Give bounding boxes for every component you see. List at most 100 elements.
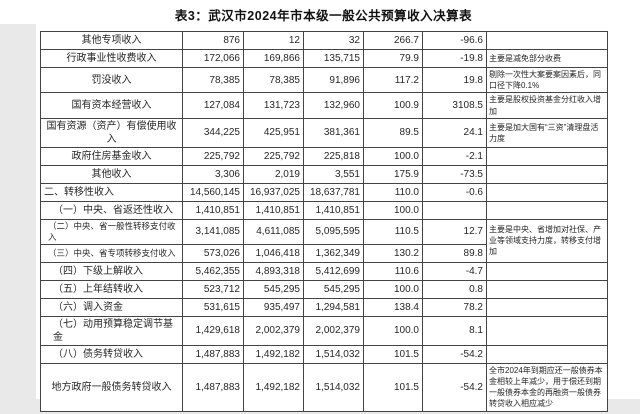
note-cell (486, 164, 608, 184)
row-label: 行政事业性收费收入 (40, 49, 183, 68)
row-label: 其他专项收入 (40, 31, 183, 50)
value-cell: 381,361 (303, 117, 364, 148)
note-cell (486, 344, 608, 364)
percent-cell: 266.7 (363, 31, 423, 50)
change-cell: -54.2 (422, 362, 487, 412)
row-label: 国有资本经营收入 (40, 92, 183, 119)
value-cell: 172,066 (182, 49, 244, 68)
value-cell: 4,611,085 (243, 218, 304, 245)
value-cell: 5,462,355 (182, 261, 244, 281)
change-cell: 19.8 (422, 66, 487, 94)
percent-cell: 110.0 (363, 182, 423, 202)
percent-cell: 117.2 (363, 66, 423, 94)
percent-cell: 101.5 (363, 344, 423, 364)
row-label: （一）中央、省返还性收入 (40, 200, 183, 220)
change-cell: 78.2 (422, 297, 487, 317)
row-label: （四）下级上解收入 (40, 261, 183, 281)
value-cell: 1,294,581 (303, 297, 364, 317)
value-cell: 14,560,145 (182, 182, 244, 202)
percent-cell: 100.0 (363, 279, 423, 299)
value-cell: 1,514,032 (303, 344, 364, 364)
value-cell: 12 (243, 31, 304, 50)
value-cell: 132,960 (303, 92, 364, 119)
value-cell: 2,002,379 (303, 315, 364, 346)
change-cell: -0.6 (422, 182, 487, 202)
value-cell: 1,492,182 (243, 344, 304, 364)
percent-cell: 100.0 (363, 200, 423, 220)
row-label: （五）上年结转收入 (40, 279, 183, 299)
value-cell: 5,412,699 (303, 261, 364, 281)
value-cell: 131,723 (243, 92, 304, 119)
percent-cell: 100.9 (363, 92, 423, 119)
table-row: 国有资源（资产）有偿使用收入 344,225 425,951 381,361 8… (40, 117, 608, 148)
row-label: 罚没收入 (40, 66, 183, 94)
value-cell: 935,497 (243, 297, 304, 317)
note-cell: 全市2024年到期应还一般债券本金相较上年减少，用于偿还到期一般债券本金的再融资… (486, 362, 608, 412)
value-cell: 2,019 (243, 164, 304, 184)
value-cell: 425,951 (243, 117, 304, 148)
value-cell: 2,002,379 (243, 315, 304, 346)
percent-cell: 100.0 (363, 146, 423, 166)
value-cell: 225,818 (303, 146, 364, 166)
row-label: 二、转移性收入 (40, 182, 183, 202)
change-cell: 3108.5 (422, 92, 487, 119)
row-label: （六）调入资金 (40, 297, 183, 317)
percent-cell: 100.0 (363, 315, 423, 346)
value-cell: 78,385 (182, 66, 244, 94)
row-label: （七）动用预算稳定调节基金 (40, 315, 183, 346)
change-cell: 24.1 (422, 117, 487, 148)
note-cell (486, 315, 608, 346)
value-cell: 135,715 (303, 49, 364, 68)
change-cell: -19.8 (422, 49, 487, 68)
value-cell: 545,295 (303, 279, 364, 299)
change-cell: 8.1 (422, 315, 487, 346)
change-cell: 0.8 (422, 279, 487, 299)
table-row-section: 二、转移性收入 14,560,145 16,937,025 18,637,781… (40, 182, 608, 202)
percent-cell: 89.5 (363, 117, 423, 148)
value-cell: 1,487,883 (182, 344, 244, 364)
table-row: 行政事业性收费收入 172,066 169,866 135,715 79.9 -… (40, 49, 608, 68)
percent-cell: 138.4 (363, 297, 423, 317)
note-cell: 主要是减免部分收费 (486, 49, 608, 68)
change-cell: -73.5 (422, 164, 487, 184)
table-row: 其他收入 3,306 2,019 3,551 175.9 -73.5 (40, 164, 608, 184)
table-row: （四）下级上解收入 5,462,355 4,893,318 5,412,699 … (40, 261, 608, 281)
value-cell: 1,487,883 (182, 362, 244, 412)
table-title: 表3：武汉市2024年市本级一般公共预算收入决算表 (174, 9, 473, 23)
row-label: 地方政府一般债务转贷收入 (40, 362, 183, 412)
change-cell: 89.8 (422, 243, 487, 263)
value-cell: 225,792 (243, 146, 304, 166)
note-cell (486, 297, 608, 317)
row-label: （三）中央、省专项转移支付收入 (40, 243, 183, 263)
value-cell: 1,514,032 (303, 362, 364, 412)
percent-cell: 130.2 (363, 243, 423, 263)
value-cell: 169,866 (243, 49, 304, 68)
table-row: 国有资本经营收入 127,084 131,723 132,960 100.9 3… (40, 92, 608, 119)
value-cell: 1,410,851 (303, 200, 364, 220)
value-cell: 1,362,349 (303, 243, 364, 263)
value-cell: 225,792 (182, 146, 244, 166)
row-label: （二）中央、省一般性转移支付收入 (40, 218, 183, 245)
note-cell: 主要是股权投资基金分红收入增加 (486, 92, 608, 119)
table-row: （二）中央、省一般性转移支付收入 3,141,085 4,611,085 5,0… (40, 218, 608, 263)
table-row: 地方政府一般债务转贷收入 1,487,883 1,492,182 1,514,0… (40, 362, 608, 412)
value-cell: 573,026 (182, 243, 244, 263)
change-cell: -54.2 (422, 344, 487, 364)
change-cell: -2.1 (422, 146, 487, 166)
value-cell: 78,385 (243, 66, 304, 94)
percent-cell: 110.6 (363, 261, 423, 281)
value-cell: 531,615 (182, 297, 244, 317)
table-row: （八）债务转贷收入 1,487,883 1,492,182 1,514,032 … (40, 344, 608, 364)
value-cell: 127,084 (182, 92, 244, 119)
value-cell: 1,410,851 (182, 200, 244, 220)
change-cell: 12.7 (422, 218, 487, 245)
percent-cell: 101.5 (363, 362, 423, 412)
value-cell: 16,937,025 (243, 182, 304, 202)
note-cell: 主要是加大国有“三资”清理盘活力度 (486, 117, 608, 148)
note-cell (486, 31, 608, 50)
change-cell (422, 200, 487, 220)
percent-cell: 175.9 (363, 164, 423, 184)
row-label: 政府住房基金收入 (40, 146, 183, 166)
value-cell: 876 (182, 31, 244, 50)
